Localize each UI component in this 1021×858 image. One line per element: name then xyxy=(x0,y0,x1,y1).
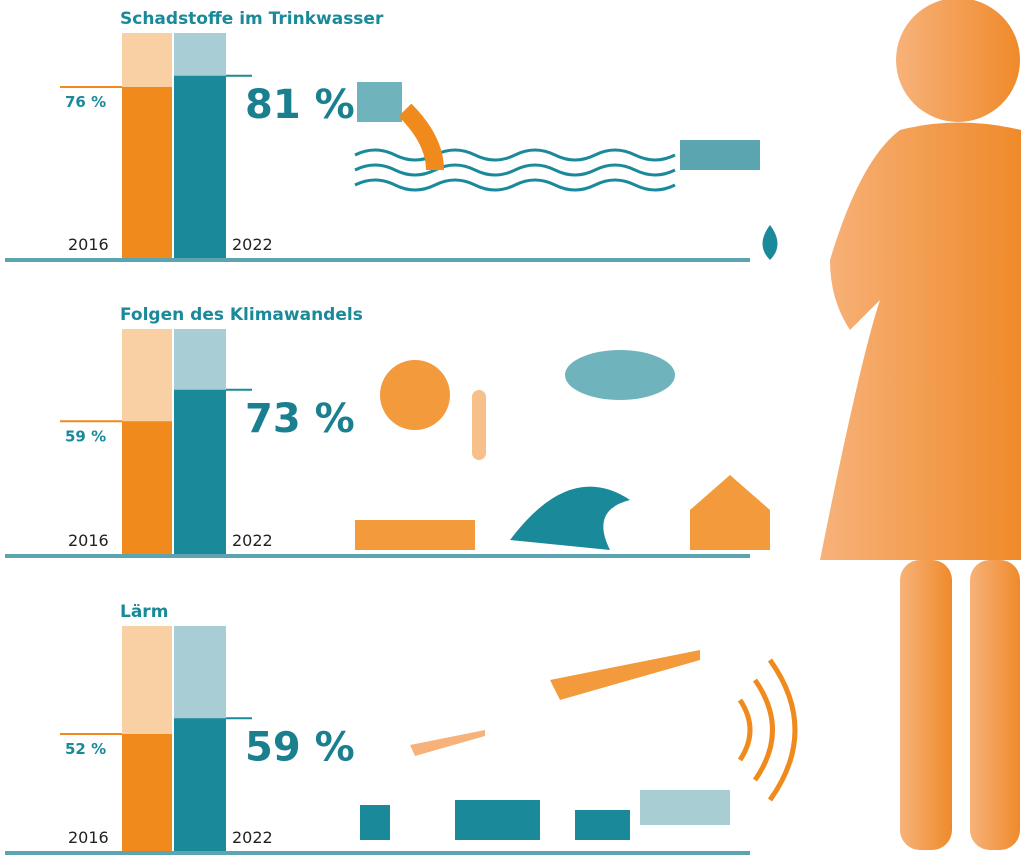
value-label: 59 % xyxy=(245,724,355,770)
bar xyxy=(174,75,226,258)
chart-title: Schadstoffe im Trinkwasser xyxy=(120,9,384,29)
value-label: 59 % xyxy=(65,427,106,445)
climate-illustration xyxy=(355,350,770,550)
value-label: 81 % xyxy=(245,82,355,128)
value-label: 52 % xyxy=(65,740,106,758)
noise-illustration xyxy=(360,650,798,840)
bar xyxy=(122,421,172,554)
x-tick-label: 2016 xyxy=(68,531,109,550)
x-tick-label: 2022 xyxy=(232,828,273,847)
bar xyxy=(174,718,226,851)
baseline xyxy=(5,554,750,558)
baseline xyxy=(5,258,750,262)
chart-title: Lärm xyxy=(120,602,168,622)
value-label: 76 % xyxy=(65,93,106,111)
woman-silhouette xyxy=(820,0,1021,850)
chart-title: Folgen des Klimawandels xyxy=(120,305,363,325)
x-tick-label: 2022 xyxy=(232,235,273,254)
x-tick-label: 2016 xyxy=(68,828,109,847)
x-tick-label: 2016 xyxy=(68,235,109,254)
water-illustration xyxy=(354,82,778,260)
bar xyxy=(122,734,172,851)
baseline xyxy=(5,851,750,855)
bar xyxy=(122,87,172,258)
bar xyxy=(174,389,226,554)
x-tick-label: 2022 xyxy=(232,531,273,550)
value-label: 73 % xyxy=(245,396,355,442)
